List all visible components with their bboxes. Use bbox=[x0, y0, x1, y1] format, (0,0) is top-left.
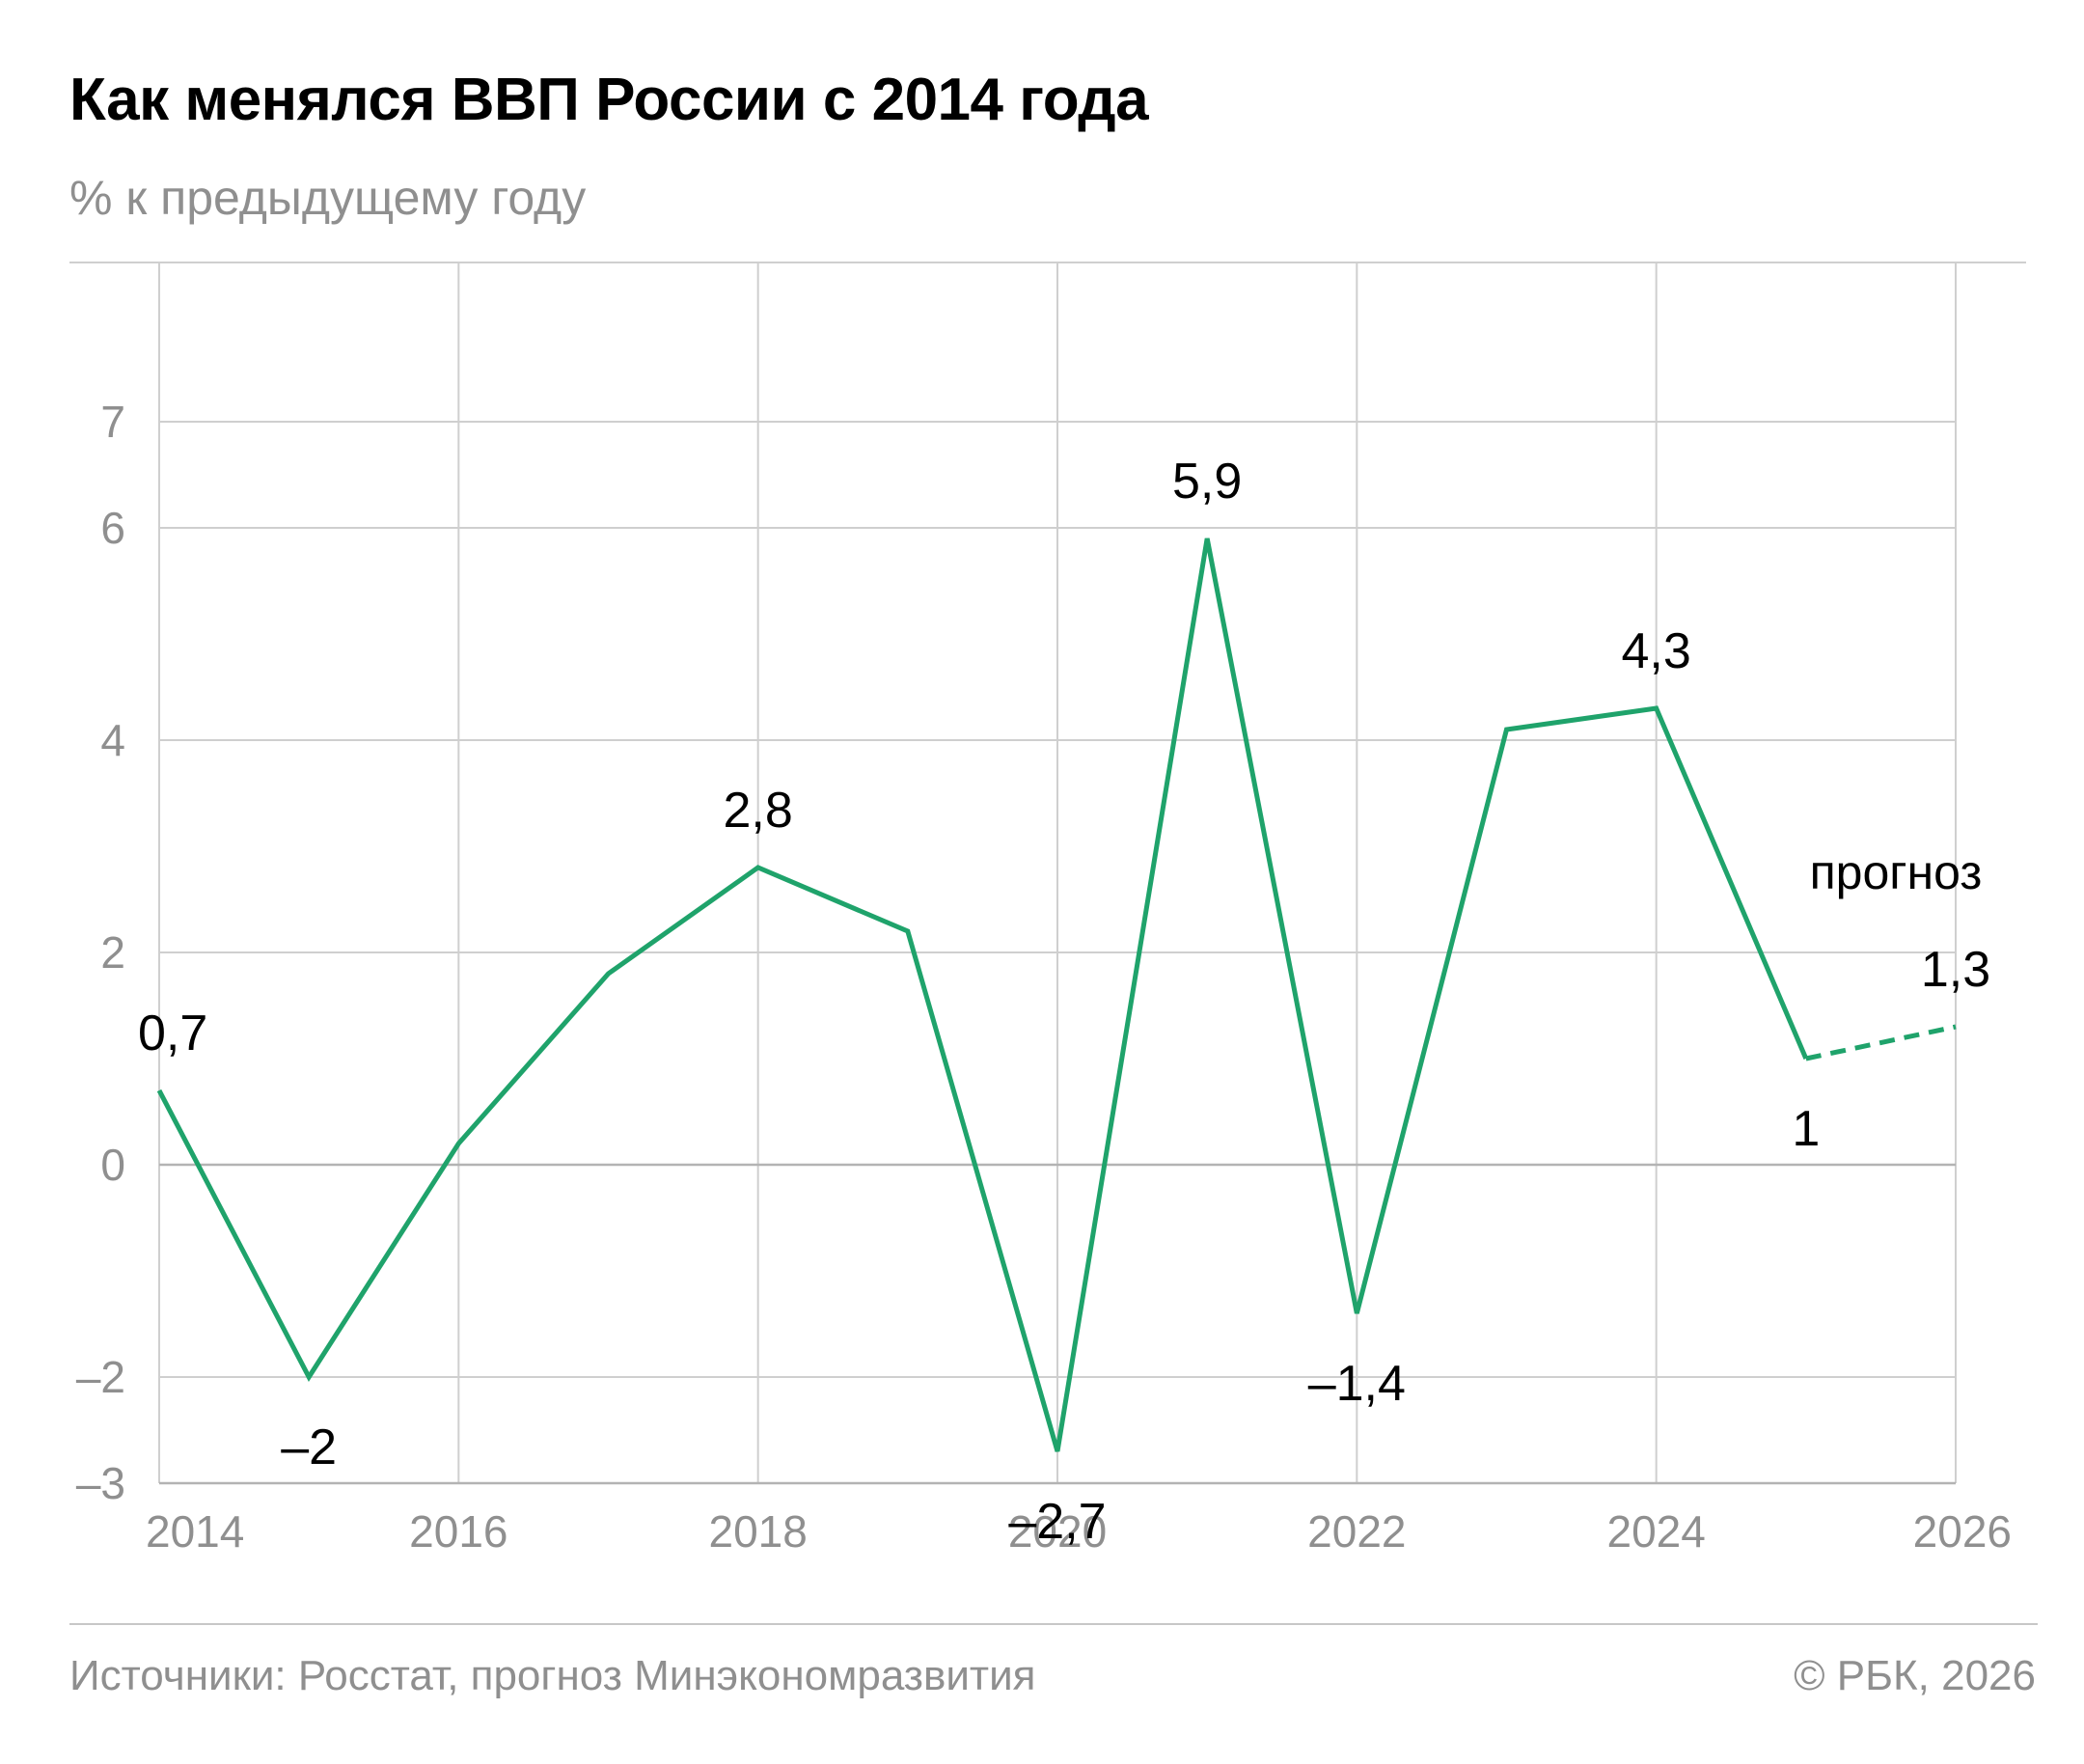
footer-divider bbox=[69, 1623, 2038, 1625]
y-tick-label: –3 bbox=[76, 1458, 125, 1508]
y-tick-label: 6 bbox=[100, 503, 125, 553]
gdp-line-chart: 2014 2016 2018 2020 2022 2024 2026 –3 –2 0 2 4 6 7 0,… bbox=[69, 262, 2026, 1557]
data-label: 2,8 bbox=[724, 783, 793, 839]
data-label: –1,4 bbox=[1308, 1356, 1406, 1412]
data-labels: 0,7 –2 2,8 –2,7 5,9 –1,4 4,3 1 1,3 прогноз bbox=[138, 454, 1990, 1550]
copyright-note: © РБК, 2026 bbox=[1794, 1652, 2036, 1699]
data-label: 1 bbox=[1792, 1101, 1820, 1157]
data-label: –2,7 bbox=[1008, 1494, 1106, 1550]
axis-ticks: 2014 2016 2018 2020 2022 2024 2026 –3 –2 0 2 4 6 7 bbox=[76, 397, 2012, 1557]
x-tick-label: 2020 bbox=[1008, 1506, 1107, 1557]
chart-subtitle: % к предыдущему году bbox=[69, 171, 587, 225]
data-label: 4,3 bbox=[1622, 623, 1691, 679]
data-label: 5,9 bbox=[1172, 454, 1242, 510]
data-label: 0,7 bbox=[138, 1006, 207, 1061]
x-tick-label: 2016 bbox=[409, 1506, 507, 1557]
y-tick-label: 4 bbox=[100, 715, 125, 765]
forecast-annotation: прогноз bbox=[1810, 845, 1983, 899]
y-tick-label: –2 bbox=[76, 1352, 125, 1402]
chart-title: Как менялся ВВП России с 2014 года bbox=[69, 67, 1149, 133]
x-tick-label: 2026 bbox=[1913, 1506, 2012, 1557]
gdp-series-forecast bbox=[1805, 1024, 1957, 1061]
data-label: 1,3 bbox=[1921, 942, 1990, 998]
y-tick-label: 0 bbox=[100, 1140, 125, 1190]
grid bbox=[69, 262, 2026, 1485]
y-tick-label: 2 bbox=[100, 927, 125, 978]
source-note: Источники: Росстат, прогноз Минэкономраз… bbox=[69, 1652, 1036, 1699]
x-tick-label: 2024 bbox=[1606, 1506, 1705, 1557]
y-tick-label: 7 bbox=[100, 397, 125, 447]
gdp-series-actual bbox=[156, 537, 1809, 1452]
data-label: –2 bbox=[281, 1419, 337, 1475]
x-tick-label: 2018 bbox=[708, 1506, 807, 1557]
series-line bbox=[156, 537, 1957, 1452]
x-tick-label: 2022 bbox=[1307, 1506, 1406, 1557]
x-tick-label: 2014 bbox=[146, 1506, 244, 1557]
